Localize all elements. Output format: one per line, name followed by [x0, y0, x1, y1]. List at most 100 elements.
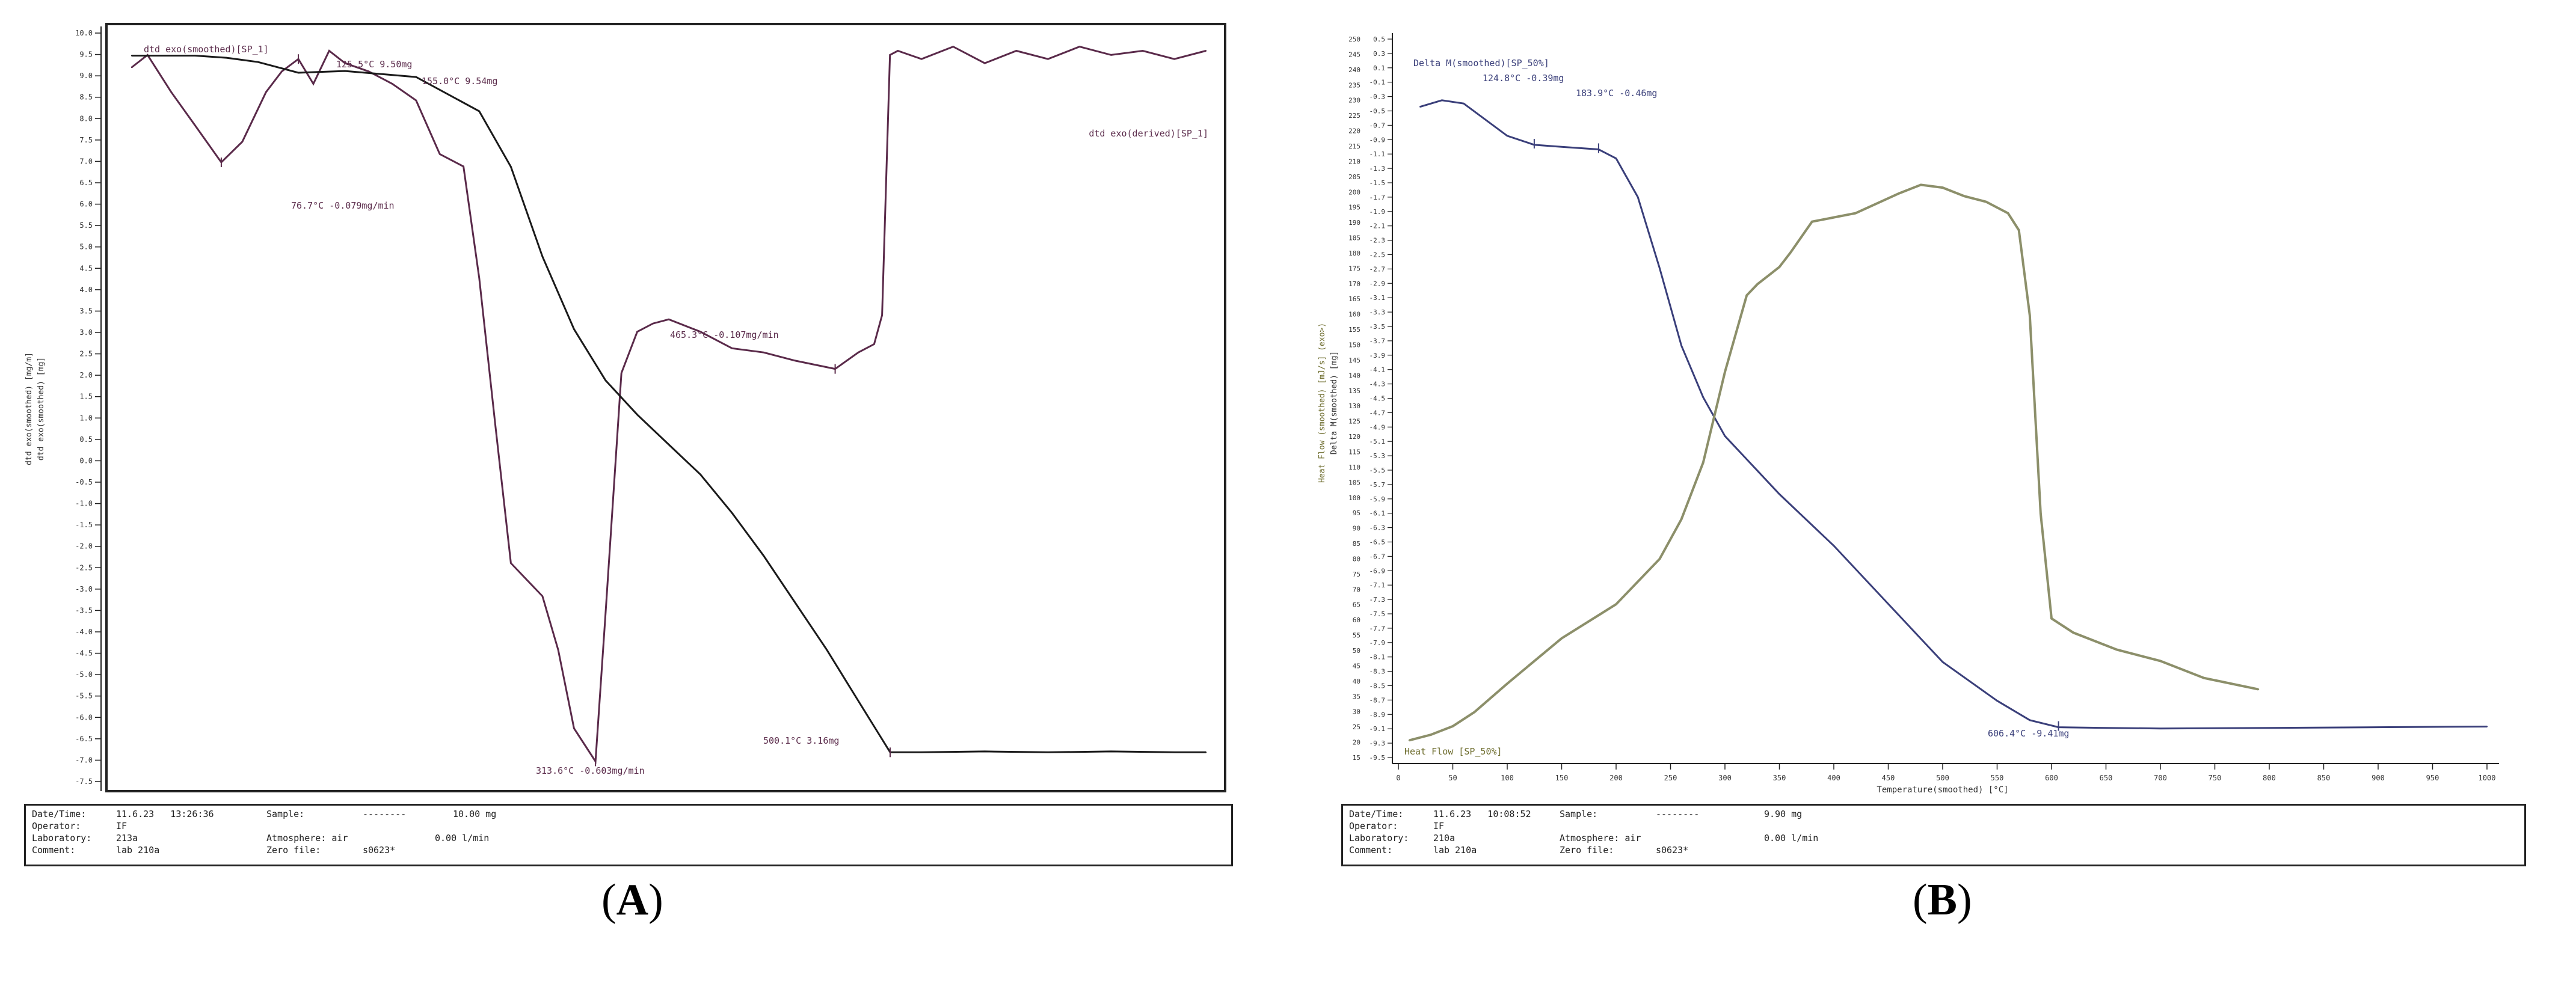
- y-tick-label-b-deltam: -9.1: [1369, 725, 1386, 733]
- data-point-a-tg: [1205, 752, 1207, 753]
- y-tick-label-b-heatflow: 210: [1348, 158, 1360, 165]
- y-tick-label-b-heatflow: 185: [1348, 234, 1360, 242]
- y-tick-label-b-deltam: -5.3: [1369, 452, 1386, 460]
- y-tick-label-b-deltam: -6.3: [1369, 524, 1386, 532]
- y-tick-label-b-heatflow: 60: [1353, 616, 1360, 624]
- y-tick-label-b-heatflow: 30: [1353, 708, 1360, 716]
- y-tick-label-b-heatflow: 225: [1348, 112, 1360, 120]
- data-point-a-tg: [1110, 750, 1112, 753]
- y-tick-label-a: 9.5: [79, 51, 93, 59]
- y-tick-label-b-deltam: -5.1: [1369, 438, 1386, 445]
- y-tick-label-b-deltam: -4.3: [1369, 381, 1386, 388]
- y-tick-label-b-heatflow: 250: [1348, 35, 1360, 43]
- y-tick-label-b-heatflow: 90: [1353, 525, 1360, 533]
- y-tick-label-b-heatflow: 155: [1348, 326, 1360, 334]
- data-point-a-tg: [1173, 752, 1175, 753]
- y-tick-label-a: 1.0: [79, 414, 93, 422]
- y-tick-label-b-heatflow: 25: [1353, 723, 1360, 731]
- x-tick-label-b: 500: [1936, 774, 1949, 782]
- x-tick-label-b: 550: [1991, 774, 2004, 782]
- x-axis-title-b: Temperature(smoothed) [°C]: [1877, 785, 2008, 795]
- data-point-b-heatflow: [1680, 518, 1682, 521]
- y-tick-label-b-deltam: -9.3: [1369, 739, 1386, 747]
- x-tick-label-b: 350: [1773, 774, 1786, 782]
- info-a-zero-label: Zero file:: [266, 845, 321, 856]
- plot-area-a: dtd exo(smoothed)[SP_1] dtd exo(derived)[…: [105, 23, 1226, 792]
- annotation-b-183c: 183.9°C -0.46mg: [1576, 88, 1657, 99]
- data-point-b-deltam: [1778, 493, 1780, 495]
- y-tick-label-b-heatflow: 150: [1348, 341, 1360, 349]
- y-tick-label-b-heatflow: 20: [1353, 739, 1360, 747]
- data-point-a-dtg: [392, 83, 393, 85]
- data-point-b-heatflow: [2072, 631, 2074, 634]
- y-tick-label-b-deltam: -2.9: [1369, 280, 1386, 287]
- y-tick-label-a: -5.5: [75, 692, 93, 700]
- data-point-b-deltam: [1615, 158, 1617, 159]
- data-point-a-dtg: [1173, 58, 1175, 60]
- data-point-a-dtg: [794, 360, 796, 362]
- info-a-laboratory: 213a: [116, 833, 138, 843]
- y-tick-label-a: -5.0: [75, 670, 93, 679]
- info-b-zero-label: Zero file:: [1560, 845, 1614, 856]
- y-tick-label-a: 1.5: [79, 393, 93, 401]
- data-point-a-tg: [731, 512, 733, 514]
- data-point-b-deltam: [1463, 103, 1465, 105]
- info-a-sample-label: Sample:: [266, 809, 305, 819]
- y-tick-label-a: -7.0: [75, 756, 93, 764]
- y-tick-label-b-heatflow: 230: [1348, 97, 1360, 105]
- data-point-a-tg: [794, 602, 796, 604]
- y-tick-label-a: -2.0: [75, 542, 93, 551]
- y-tick-label-b-heatflow: 35: [1353, 693, 1360, 700]
- y-tick-label-a: 4.5: [79, 264, 93, 272]
- data-point-b-deltam: [2159, 727, 2162, 729]
- data-point-a-tg: [1047, 752, 1049, 753]
- y-tick-label-a: -1.5: [75, 521, 93, 529]
- y-tick-label-b-heatflow: 235: [1348, 81, 1360, 89]
- info-a-datetime: 11.6.23 13:26:36: [116, 809, 214, 819]
- y-tick-label-a: 10.0: [75, 29, 93, 37]
- y-tick-label-a: -6.0: [75, 713, 93, 721]
- data-point-a-dtg: [573, 727, 575, 729]
- data-point-a-dtg: [438, 153, 441, 155]
- y-tick-label-b-heatflow: 100: [1348, 494, 1360, 502]
- y-tick-label-b-heatflow: 50: [1353, 647, 1360, 655]
- y-tick-label-b-deltam: -7.3: [1369, 596, 1386, 604]
- y-tick-label-b-heatflow: 115: [1348, 448, 1360, 456]
- annotation-a-76c: 76.7°C -0.079mg/min: [291, 200, 395, 211]
- x-tick-label-b: 700: [2154, 774, 2167, 782]
- data-point-b-heatflow: [1561, 637, 1563, 640]
- y-tick-label-a: 2.5: [79, 350, 93, 358]
- y-tick-label-b-heatflow: 200: [1348, 188, 1360, 196]
- data-point-b-heatflow: [1768, 274, 1769, 277]
- annotation-a-313c: 313.6°C -0.603mg/min: [536, 765, 645, 776]
- series-line-delta-m-smoothed-sp-50: [1419, 99, 2488, 730]
- y-tick-label-b-deltam: -6.5: [1369, 539, 1386, 546]
- data-point-b-deltam: [1724, 435, 1726, 437]
- data-point-b-heatflow: [1702, 462, 1705, 464]
- data-point-a-dtg: [478, 277, 481, 279]
- data-point-a-dtg: [170, 91, 172, 93]
- x-tick-label-b: 100: [1501, 774, 1514, 782]
- series-label-a-derived: dtd exo(derived)[SP_1]: [1089, 128, 1208, 139]
- y-tick-label-b-deltam: 0.3: [1373, 50, 1385, 58]
- series-label-b-deltam: Delta M(smoothed)[SP_50%]: [1413, 58, 1549, 69]
- info-b-mass: 9.90 mg: [1764, 809, 1803, 819]
- data-point-a-dtg: [281, 70, 283, 73]
- info-a-comment: lab 210a: [116, 845, 160, 856]
- data-point-a-tg: [668, 444, 670, 445]
- data-point-b-deltam: [2377, 726, 2379, 728]
- y-tick-label-b-heatflow: 175: [1348, 265, 1360, 272]
- y-tick-label-b-deltam: -1.5: [1369, 179, 1386, 187]
- data-point-a-dtg: [621, 372, 622, 374]
- series-line-a-tg: [132, 55, 1206, 753]
- y-tick-label-b-heatflow: 70: [1353, 586, 1360, 593]
- y-tick-label-b-deltam: -1.7: [1369, 194, 1386, 201]
- data-point-a-dtg: [131, 66, 133, 69]
- data-point-a-dtg: [763, 351, 764, 354]
- y-tick-label-b-deltam: -8.5: [1369, 682, 1386, 690]
- data-point-b-heatflow: [1724, 371, 1726, 373]
- data-point-a-tg: [510, 166, 512, 168]
- y-tick-label-b-heatflow: 105: [1348, 479, 1360, 486]
- data-point-b-deltam: [1887, 603, 1889, 605]
- data-point-a-dtg: [1205, 50, 1207, 52]
